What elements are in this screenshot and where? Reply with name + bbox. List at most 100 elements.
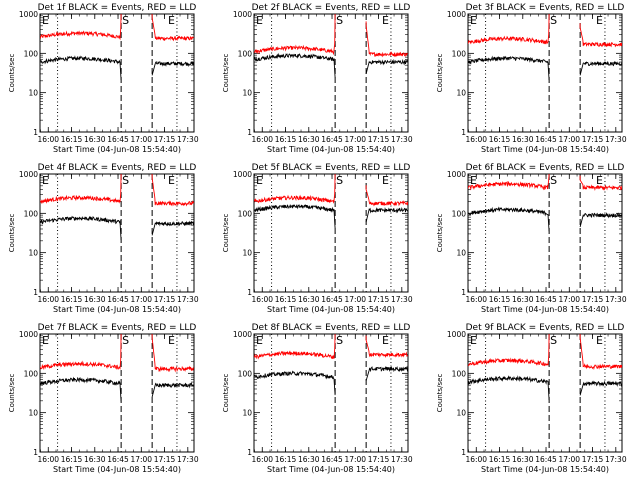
- marker-e-start: E: [42, 174, 49, 187]
- marker-e-start: E: [470, 334, 477, 347]
- panel-det-6: Det 6f BLACK = Events, RED = LLD 1 10 100 10…: [436, 163, 627, 314]
- x-tick-label: 17:00: [344, 455, 366, 464]
- panel-title: Det 9f BLACK = Events, RED = LLD: [466, 323, 625, 333]
- series-events-line: [365, 365, 408, 381]
- x-tick-label: 17:30: [605, 295, 627, 304]
- y-tick-label: 100: [24, 369, 39, 378]
- x-tick-label: 17:00: [130, 135, 152, 144]
- marker-e-end: E: [382, 174, 389, 187]
- marker-s: S: [550, 174, 557, 187]
- x-tick-label: 16:30: [84, 455, 106, 464]
- y-axis-label: Counts/sec: [222, 214, 230, 253]
- x-tick-label: 16:45: [321, 455, 343, 464]
- series-lld-line: [468, 334, 550, 367]
- x-axis-label: Start Time (04-Jun-08 15:54:40): [481, 465, 609, 474]
- series-lld-line: [151, 14, 194, 42]
- x-tick-label: 17:30: [391, 295, 413, 304]
- marker-e-start: E: [256, 334, 263, 347]
- series-lld-line: [468, 174, 550, 191]
- plot-frame: [39, 333, 195, 453]
- y-tick-label: 10: [456, 89, 466, 98]
- y-tick-label: 10: [242, 249, 252, 258]
- y-tick-label: 1000: [233, 330, 252, 339]
- y-tick-label: 1000: [19, 170, 38, 179]
- series-lld-line: [40, 14, 122, 41]
- series-events-line: [151, 382, 194, 398]
- series-events-line: [40, 55, 122, 81]
- x-tick-label: 16:15: [275, 295, 297, 304]
- x-tick-label: 16:15: [61, 135, 83, 144]
- x-tick-label: 17:00: [130, 295, 152, 304]
- x-tick-label: 16:30: [512, 295, 534, 304]
- plot-frame: [467, 13, 623, 133]
- x-tick-label: 17:15: [582, 135, 604, 144]
- marker-s: S: [122, 334, 129, 347]
- x-axis-label: Start Time (04-Jun-08 15:54:40): [53, 465, 181, 474]
- y-tick-label: 10: [456, 249, 466, 258]
- panel-title: Det 1f BLACK = Events, RED = LLD: [38, 3, 197, 13]
- panel-title: Det 3f BLACK = Events, RED = LLD: [466, 3, 625, 13]
- x-tick-label: 16:45: [107, 295, 129, 304]
- marker-e-end: E: [168, 334, 175, 347]
- y-tick-label: 100: [452, 209, 467, 218]
- series-events-line: [468, 206, 550, 232]
- y-tick-label: 1: [461, 128, 466, 137]
- series-events-line: [254, 204, 336, 229]
- y-tick-label: 10: [242, 409, 252, 418]
- x-tick-label: 16:15: [61, 455, 83, 464]
- x-tick-label: 17:15: [368, 295, 390, 304]
- x-tick-label: 17:30: [605, 135, 627, 144]
- series-events-line: [579, 380, 622, 396]
- series-events-line: [365, 207, 408, 223]
- y-tick-label: 1000: [447, 10, 466, 19]
- x-tick-label: 16:30: [512, 135, 534, 144]
- y-tick-label: 1000: [19, 10, 38, 19]
- x-tick-label: 17:00: [344, 295, 366, 304]
- x-tick-label: 16:30: [84, 295, 106, 304]
- x-tick-label: 16:30: [298, 295, 320, 304]
- x-tick-label: 16:30: [84, 135, 106, 144]
- series-events-line: [365, 58, 408, 75]
- series-events-line: [579, 212, 622, 228]
- series-lld-line: [579, 23, 622, 48]
- panel-det-7: Det 7f BLACK = Events, RED = LLD 1 10 100 10…: [8, 323, 199, 474]
- series-lld-line: [254, 334, 336, 360]
- series-events-line: [40, 215, 122, 241]
- y-tick-label: 100: [452, 49, 467, 58]
- y-tick-label: 10: [242, 89, 252, 98]
- x-tick-label: 16:45: [535, 295, 557, 304]
- y-tick-label: 1: [247, 288, 252, 297]
- x-axis-label: Start Time (04-Jun-08 15:54:40): [481, 145, 609, 154]
- y-tick-label: 10: [456, 409, 466, 418]
- series-lld-line: [254, 174, 336, 204]
- marker-e-end: E: [382, 334, 389, 347]
- plot-frame: [39, 13, 195, 133]
- panel-det-5: Det 5f BLACK = Events, RED = LLD 1 10 100 10…: [222, 163, 413, 314]
- x-tick-label: 16:15: [275, 455, 297, 464]
- marker-s: S: [336, 174, 343, 187]
- series-lld-line: [365, 185, 408, 207]
- x-tick-label: 17:30: [177, 455, 199, 464]
- panel-det-2: Det 2f BLACK = Events, RED = LLD 1 10 100 10…: [222, 3, 413, 154]
- x-tick-label: 17:30: [605, 455, 627, 464]
- y-tick-label: 1: [33, 128, 38, 137]
- marker-e-start: E: [470, 14, 477, 27]
- x-tick-label: 17:00: [558, 295, 580, 304]
- y-axis-label: Counts/sec: [436, 374, 444, 413]
- marker-s: S: [550, 334, 557, 347]
- x-tick-label: 16:00: [465, 455, 487, 464]
- y-axis-label: Counts/sec: [436, 54, 444, 93]
- series-lld-line: [254, 14, 336, 56]
- x-tick-label: 16:45: [321, 295, 343, 304]
- x-tick-label: 17:00: [558, 135, 580, 144]
- marker-e-start: E: [42, 14, 49, 27]
- marker-e-start: E: [256, 14, 263, 27]
- y-tick-label: 1: [247, 128, 252, 137]
- marker-e-end: E: [382, 14, 389, 27]
- y-tick-label: 10: [28, 89, 38, 98]
- series-events-line: [254, 370, 336, 396]
- x-tick-label: 16:30: [298, 455, 320, 464]
- marker-e-start: E: [42, 334, 49, 347]
- y-tick-label: 1000: [233, 10, 252, 19]
